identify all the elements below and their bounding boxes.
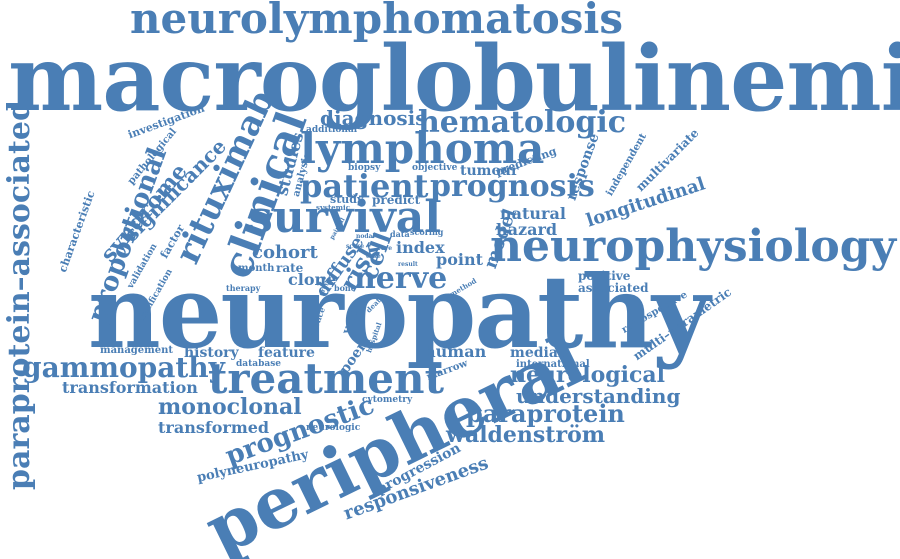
word-nerve: nerve: [354, 261, 448, 296]
word-rare: rare: [378, 245, 393, 252]
word-point: point: [436, 250, 483, 269]
word-understanding: understanding: [516, 384, 681, 408]
word-treatment: treatment: [208, 354, 444, 403]
word-hazard: hazard: [496, 220, 558, 239]
word-neuropathy: neuropathy: [88, 253, 710, 371]
word-positive: positive: [578, 269, 631, 283]
word-data: data: [390, 229, 410, 239]
word-scoring: scoring: [410, 227, 444, 237]
word-neurolymphomatosis: neurolymphomatosis: [130, 0, 623, 43]
word-nodal: nodal: [356, 233, 375, 240]
word-waldenstrom: waldenström: [446, 422, 606, 448]
word-paraprotein-associated: paraprotein–associated: [2, 100, 37, 490]
word-transformed: transformed: [158, 418, 270, 437]
word-database: database: [236, 359, 282, 369]
word-result: result: [398, 261, 418, 268]
word-median: median: [510, 345, 569, 361]
word-predict: predict: [372, 193, 421, 207]
word-month: month: [238, 263, 275, 274]
word-clone: clone: [288, 270, 337, 289]
word-survival: survival: [248, 192, 442, 243]
word-history: history: [184, 345, 239, 361]
word-index: index: [396, 238, 445, 257]
word-cytometry: cytometry: [362, 395, 413, 405]
word-study: study: [330, 193, 364, 206]
word-systemic: systemic: [316, 203, 350, 212]
word-hematologic: hematologic: [418, 105, 626, 140]
word-lymphoma: lymphoma: [300, 124, 545, 173]
word-transformation: transformation: [62, 378, 198, 397]
word-natural: natural: [500, 204, 566, 223]
word-monoclonal: monoclonal: [158, 394, 302, 420]
word-diagnosis: diagnosis: [320, 106, 427, 130]
word-score: score: [346, 243, 365, 250]
word-feature: feature: [258, 345, 315, 361]
word-management: management: [100, 345, 173, 356]
word-macroglobulinemia: macroglobulinemia: [8, 26, 900, 132]
word-human: human: [424, 342, 487, 361]
word-paraprotein: paraprotein: [466, 399, 625, 428]
word-neurophysiology: neurophysiology: [490, 221, 897, 272]
word-therapy: therapy: [226, 283, 261, 293]
word-bone: bone: [334, 283, 356, 293]
word-international: international: [516, 359, 590, 370]
word-prognosis: prognosis: [430, 169, 595, 204]
word-case: case: [366, 253, 381, 260]
word-cohort: cohort: [252, 242, 318, 263]
word-biopsy: biopsy: [348, 163, 381, 173]
word-objective: objective: [412, 163, 458, 173]
word-gammopathy: gammopathy: [22, 351, 225, 384]
word-neurological: neurological: [510, 362, 666, 388]
word-tumour: tumour: [460, 163, 519, 179]
word-rate: rate: [276, 261, 304, 275]
word-patient: patient: [300, 167, 429, 205]
word-additional: additional: [306, 125, 358, 135]
word-associated: associated: [578, 281, 649, 295]
word-neurologic: neurologic: [306, 423, 361, 433]
